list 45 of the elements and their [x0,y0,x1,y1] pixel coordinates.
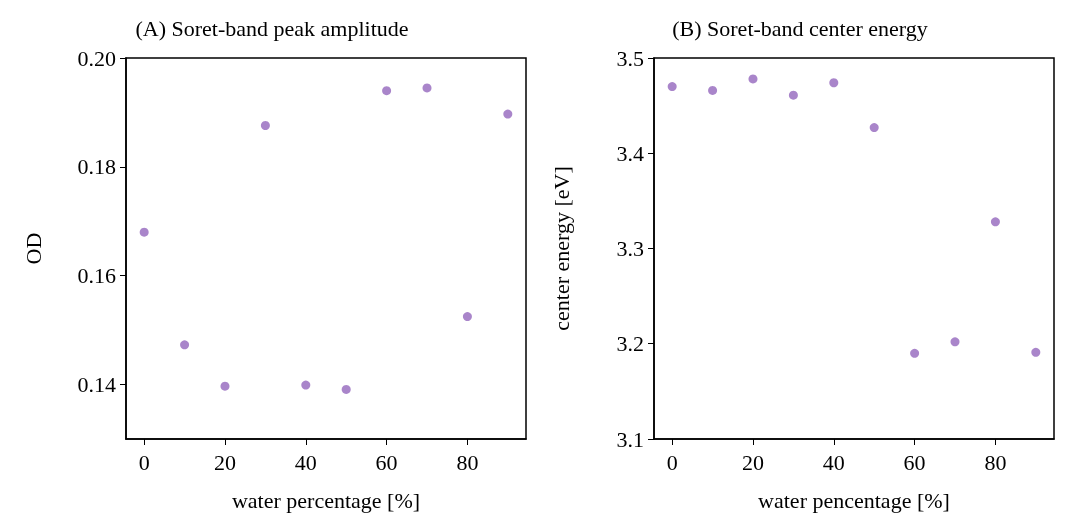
y-tick-label: 0.16 [77,263,116,289]
y-axis-title: center energy [eV] [548,166,574,331]
y-tick-label: 3.5 [616,45,644,71]
y-tick-label: 0.18 [77,154,116,180]
point [462,312,472,322]
point [708,85,718,95]
y-tick-label: 3.2 [616,331,644,357]
point [788,90,798,100]
y-tick-label: 3.3 [616,236,644,261]
point [422,83,432,93]
point [667,82,677,92]
x-tick-label: 40 [822,449,845,475]
point [220,381,230,391]
point [748,74,758,84]
x-axis-title: water pencentage [%] [758,487,950,513]
y-tick-label: 0.14 [77,372,116,398]
x-axis-title: water percentage [%] [231,487,421,513]
point [341,384,351,394]
point [950,337,960,347]
point [1031,347,1041,357]
point [260,120,270,130]
y-tick-label: 3.4 [616,140,644,166]
point [990,217,1000,227]
x-tick-label: 20 [741,449,764,475]
point [180,340,190,350]
point [869,123,879,133]
point [382,86,392,96]
y-axis-title: OD [20,232,46,265]
x-tick-label: 80 [456,449,479,475]
x-tick-label: 60 [903,449,926,475]
x-tick-label: 0 [138,449,150,475]
chart-title: (B) Soret-band center energy [672,15,928,41]
point [910,348,920,358]
x-tick-label: 0 [666,449,678,475]
x-tick-label: 60 [375,449,398,475]
point [301,380,311,390]
chart-title: (A) Soret-band peak amplitude [135,15,409,41]
point [829,78,839,88]
point [139,227,149,237]
x-tick-label: 40 [294,449,317,475]
y-tick-label: 3.1 [616,426,644,452]
x-tick-label: 20 [213,449,236,475]
y-tick-label: 0.20 [77,45,116,71]
x-tick-label: 80 [984,449,1007,475]
point [503,109,513,119]
